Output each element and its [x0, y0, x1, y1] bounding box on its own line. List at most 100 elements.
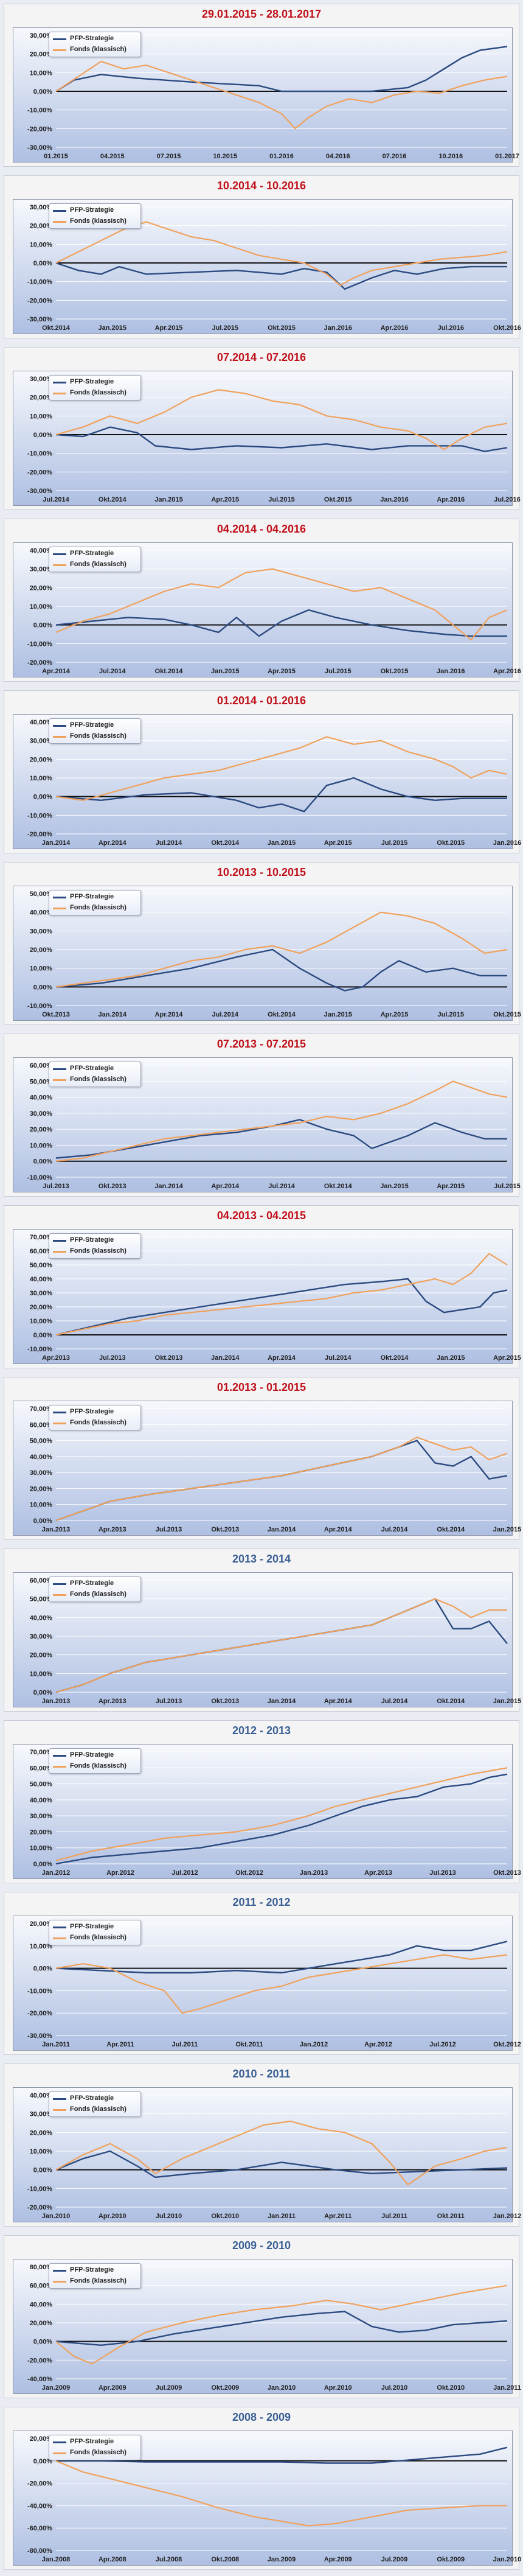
- series-line-fund: [55, 1767, 508, 1861]
- chart-panel: 07.2013 - 07.2015 60,00% 50,00% 40,00% 30,00…: [4, 1034, 521, 1197]
- chart-title: 04.2014 - 04.2016: [216, 523, 307, 535]
- x-tick-label: Apr.2012: [106, 1869, 134, 1877]
- x-tick-label: Jan.2015: [324, 1011, 352, 1018]
- x-tick-label: 04.2015: [100, 153, 125, 160]
- y-tick-label: 40,00%: [30, 1797, 53, 1804]
- series-line-fund: [55, 911, 508, 988]
- y-tick-label: -20,00%: [27, 297, 52, 304]
- legend-swatch: [53, 1079, 66, 1081]
- y-tick-label: 20,00%: [30, 1304, 53, 1311]
- plot-area: 70,00% 60,00% 50,00% 40,00% 30,00% 20,00% 10,0…: [13, 1229, 521, 1364]
- x-tick-label: Jan.2009: [42, 2384, 70, 2392]
- y-tick-label: 60,00%: [30, 1765, 53, 1772]
- y-tick-label: 30,00%: [30, 1290, 53, 1297]
- y-tick-label: -10,00%: [27, 640, 52, 648]
- x-tick-label: Jan.2011: [268, 2213, 296, 2220]
- x-tick-label: Jan.2015: [380, 1183, 408, 1190]
- x-tick-label: Apr.2014: [324, 1526, 353, 1533]
- x-tick-label: Jan.2015: [493, 1526, 521, 1533]
- y-tick-label: 40,00%: [30, 2092, 53, 2099]
- y-tick-label: 10,00%: [30, 603, 53, 611]
- x-tick-label: Jul.2014: [43, 496, 69, 503]
- chart-panel: 2012 - 2013 70,00% 60,00% 50,00% 40,00% 30,00…: [4, 1720, 521, 1883]
- y-tick-label: -10,00%: [27, 450, 52, 458]
- x-tick-label: Jul.2013: [156, 1526, 182, 1533]
- x-tick-label: Okt.2012: [493, 2041, 521, 2048]
- y-tick-label: 30,00%: [30, 1633, 53, 1640]
- series-line-fund: [55, 2284, 508, 2365]
- legend-swatch: [53, 382, 66, 383]
- legend-swatch: [53, 553, 66, 555]
- y-tick-label: -20,00%: [27, 125, 52, 133]
- legend-swatch: [53, 1594, 66, 1596]
- y-tick-label: 50,00%: [30, 891, 53, 898]
- legend-label: Fonds (klassisch): [70, 1591, 126, 1598]
- x-tick-label: Jan.2010: [268, 2384, 296, 2392]
- chart-title: 2009 - 2010: [232, 2239, 291, 2252]
- chart-title: 2008 - 2009: [232, 2411, 291, 2423]
- series-line-strategy: [55, 1773, 508, 1865]
- x-tick-label: Jul.2012: [171, 1869, 198, 1877]
- series-line-strategy: [56, 2446, 508, 2464]
- y-tick-label: 0,00%: [33, 2458, 52, 2465]
- legend-label: Fonds (klassisch): [70, 217, 126, 225]
- y-tick-label: 60,00%: [30, 2283, 53, 2290]
- chart-panel: 2008 - 2009 20,00% 0,00% -20,00% -40,00% -60,…: [4, 2407, 521, 2570]
- x-tick-label: Jul.2013: [99, 1354, 125, 1362]
- chart-title: 01.2014 - 01.2016: [216, 695, 307, 707]
- chart-panel: 2010 - 2011 40,00% 30,00% 20,00% 10,00% 0,00%…: [4, 2063, 521, 2227]
- legend-swatch: [53, 49, 66, 51]
- legend-swatch: [53, 1412, 66, 1413]
- y-tick-label: 40,00%: [30, 547, 53, 555]
- y-tick-label: 10,00%: [30, 1670, 53, 1678]
- series-line-strategy: [55, 262, 507, 290]
- x-tick-label: Jan.2014: [211, 1354, 240, 1362]
- x-tick-label: Okt.2014: [42, 324, 71, 332]
- series-line-fund: [55, 1437, 508, 1522]
- chart-title: 10.2013 - 10.2015: [216, 866, 307, 878]
- legend-swatch: [53, 1766, 66, 1768]
- y-tick-label: 10,00%: [30, 69, 53, 77]
- x-tick-label: Jan.2012: [300, 2041, 328, 2048]
- x-tick-label: Jan.2016: [493, 839, 521, 847]
- legend-swatch: [53, 897, 66, 898]
- line-chart: 20,00%0,00%-20,00%-40,00%-60,00%-80,00%J…: [27, 2435, 521, 2563]
- y-tick-label: 0,00%: [33, 1965, 52, 1973]
- legend-swatch: [53, 2109, 66, 2111]
- x-tick-label: 10.2015: [213, 153, 237, 160]
- chart-panel: 2011 - 2012 20,00% 10,00% 0,00% -10,00% -20,0…: [4, 1892, 521, 2055]
- x-tick-label: Jan.2016: [324, 324, 352, 332]
- chart-legend: PFP-Strategie Fonds (klassisch): [49, 1748, 141, 1774]
- legend-label: Fonds (klassisch): [70, 732, 126, 740]
- y-tick-label: 10,00%: [30, 1502, 53, 1509]
- legend-swatch: [53, 1423, 66, 1424]
- x-tick-label: 10.2016: [438, 153, 463, 160]
- x-tick-label: Jul.2013: [156, 1698, 182, 1705]
- y-tick-label: 20,00%: [30, 1652, 53, 1659]
- x-tick-label: Apr.2013: [364, 1869, 392, 1877]
- plot-area: 80,00% 60,00% 40,00% 20,00% 0,00% -20,00% -40,…: [13, 2259, 521, 2394]
- series-line-fund: [55, 1253, 508, 1336]
- series-line-strategy: [55, 777, 507, 813]
- chart-legend: PFP-Strategie Fonds (klassisch): [49, 2263, 141, 2289]
- y-tick-label: -10,00%: [27, 1003, 52, 1010]
- x-tick-label: Jul.2015: [381, 839, 407, 847]
- y-tick-label: 70,00%: [30, 1405, 53, 1413]
- y-tick-label: 20,00%: [30, 51, 53, 58]
- chart-panel: 01.2014 - 01.2016 40,00% 30,00% 20,00% 10,00…: [4, 690, 521, 853]
- legend-swatch: [53, 2281, 66, 2283]
- y-tick-label: 10,00%: [30, 2148, 53, 2155]
- legend-swatch: [53, 2270, 66, 2272]
- y-tick-label: 50,00%: [30, 1262, 53, 1269]
- x-tick-label: Apr.2009: [324, 2556, 352, 2563]
- legend-label: Fonds (klassisch): [70, 1419, 126, 1426]
- chart-panel: 04.2014 - 04.2016 40,00% 30,00% 20,00% 10,00…: [4, 519, 521, 682]
- y-tick-label: 0,00%: [33, 1332, 52, 1339]
- chart-legend: PFP-Strategie Fonds (klassisch): [49, 1405, 141, 1430]
- x-tick-label: Apr.2010: [324, 2384, 352, 2392]
- y-tick-label: -30,00%: [27, 144, 52, 152]
- y-tick-label: -10,00%: [27, 812, 52, 819]
- plot-area: 40,00% 30,00% 20,00% 10,00% 0,00% -10,00% -20,…: [13, 2087, 521, 2222]
- legend-label: PFP-Strategie: [70, 206, 114, 214]
- chart-legend: PFP-Strategie Fonds (klassisch): [49, 2091, 141, 2117]
